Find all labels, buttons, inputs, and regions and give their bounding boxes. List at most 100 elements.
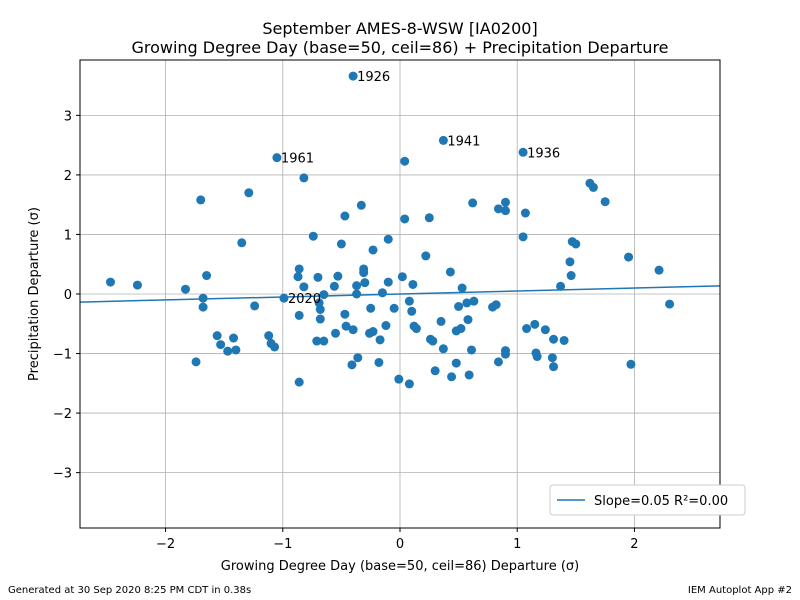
footer-generated-text: Generated at 30 Sep 2020 8:25 PM CDT in …: [8, 585, 252, 596]
data-point: [493, 204, 503, 214]
x-tick-label: 1: [513, 537, 521, 552]
data-point: [407, 306, 417, 316]
y-tick-label: 0: [64, 288, 72, 303]
data-point: [368, 327, 378, 337]
data-point: [315, 304, 325, 314]
x-tick-label: 0: [396, 537, 404, 552]
data-point: [462, 298, 472, 308]
x-tick-label: −2: [156, 537, 175, 552]
data-point: [198, 293, 208, 303]
data-point: [457, 283, 467, 293]
y-tick-label: 2: [64, 169, 72, 184]
y-tick-label: −2: [53, 407, 72, 422]
data-point: [549, 362, 559, 372]
data-point: [654, 265, 664, 275]
data-point: [394, 374, 404, 384]
data-point: [336, 239, 346, 249]
data-point: [491, 300, 501, 310]
data-point: [456, 324, 466, 334]
data-point: [559, 335, 569, 345]
data-point: [312, 336, 322, 346]
data-point: [315, 314, 325, 324]
data-point: [430, 366, 440, 376]
data-point: [308, 231, 318, 241]
data-point: [438, 135, 448, 145]
y-tick-label: 3: [64, 109, 72, 124]
data-point: [588, 182, 598, 192]
data-point: [333, 271, 343, 281]
data-point: [500, 206, 510, 216]
data-point: [547, 353, 557, 363]
data-point: [454, 302, 464, 312]
y-tick-label: −3: [53, 467, 72, 482]
annotations: 1926 1941 1936 1961 2020: [281, 70, 560, 307]
y-tick-label: −1: [53, 348, 72, 363]
data-point: [198, 302, 208, 312]
data-point: [244, 188, 254, 198]
data-point: [299, 173, 309, 183]
data-point: [518, 147, 528, 157]
footer-app-label: IEM Autoplot App #2: [687, 585, 792, 596]
point-annotation: 1941: [447, 134, 480, 149]
data-point: [424, 213, 434, 223]
x-tick-label: −1: [273, 537, 292, 552]
x-axis-ticks: −2 −1 0 1 2: [156, 528, 639, 552]
data-point: [549, 334, 559, 344]
data-point: [374, 357, 384, 367]
data-point: [464, 370, 474, 380]
data-point: [237, 238, 247, 248]
data-point: [340, 211, 350, 221]
data-point: [331, 328, 341, 338]
data-point: [468, 198, 478, 208]
data-point: [348, 71, 358, 81]
data-point: [377, 288, 387, 298]
data-point: [404, 379, 414, 389]
data-point: [299, 282, 309, 292]
data-point: [493, 357, 503, 367]
data-point: [445, 267, 455, 277]
data-point: [294, 310, 304, 320]
data-point: [400, 214, 410, 224]
data-point: [132, 280, 142, 290]
point-annotation: 1961: [281, 152, 314, 167]
data-point: [353, 353, 363, 363]
data-point: [520, 208, 530, 218]
data-point: [522, 324, 532, 334]
y-axis-ticks: −3 −2 −1 0 1 2 3: [53, 109, 80, 482]
legend-box: [549, 484, 746, 516]
data-point: [359, 268, 369, 278]
data-point: [180, 284, 190, 294]
x-tick-label: 2: [630, 537, 638, 552]
data-point: [469, 296, 479, 306]
data-point: [352, 281, 362, 291]
data-point: [421, 251, 431, 261]
data-point: [400, 156, 410, 166]
data-point: [383, 234, 393, 244]
data-point: [368, 245, 378, 255]
data-point: [223, 346, 233, 356]
point-annotation: 2020: [288, 292, 321, 307]
data-point: [383, 277, 393, 287]
data-point: [294, 377, 304, 387]
data-point: [356, 200, 366, 210]
data-point: [347, 360, 357, 370]
data-point: [272, 153, 282, 163]
data-point: [270, 342, 280, 352]
data-point: [389, 303, 399, 313]
data-point: [360, 278, 370, 288]
data-point: [313, 272, 323, 282]
data-point: [191, 357, 201, 367]
point-annotation: 1936: [527, 146, 560, 161]
data-point: [540, 325, 550, 335]
data-point: [381, 321, 391, 331]
data-point: [556, 281, 566, 291]
data-point: [463, 315, 473, 325]
data-point: [341, 321, 351, 331]
data-point: [196, 195, 206, 205]
legend: Slope=0.05 R²=0.00: [549, 484, 746, 516]
y-axis-label: Precipitation Departure (σ): [27, 207, 42, 381]
data-point: [665, 299, 675, 309]
regression-line: [79, 285, 721, 303]
legend-label: Slope=0.05 R²=0.00: [594, 494, 728, 509]
data-point: [250, 301, 260, 311]
